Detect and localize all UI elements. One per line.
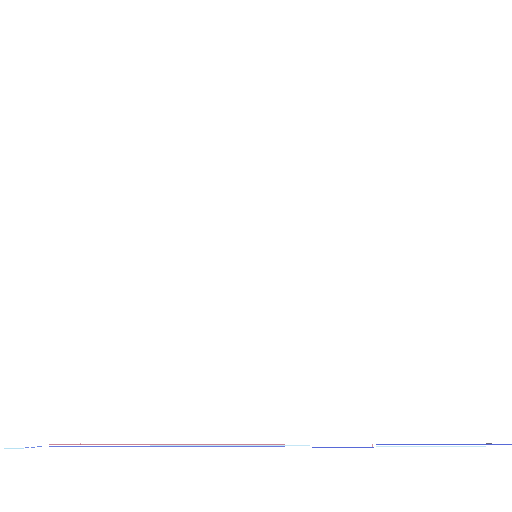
tick-mark xyxy=(80,443,81,445)
dash-mark xyxy=(37,446,42,447)
left-blue-line xyxy=(49,446,285,447)
middle-cyan-line xyxy=(150,445,310,446)
tick-mark xyxy=(372,444,373,447)
right-blue-line-b xyxy=(376,444,512,445)
left-red-line xyxy=(49,444,285,445)
right-dark-mark xyxy=(486,443,492,444)
horizontal-line-strip xyxy=(0,443,512,449)
right-cyan-line xyxy=(376,446,486,447)
dash-mark xyxy=(31,447,35,448)
dash-mark xyxy=(25,447,29,448)
right-blue-line-a xyxy=(312,447,374,448)
left-cyan-line xyxy=(4,448,24,449)
